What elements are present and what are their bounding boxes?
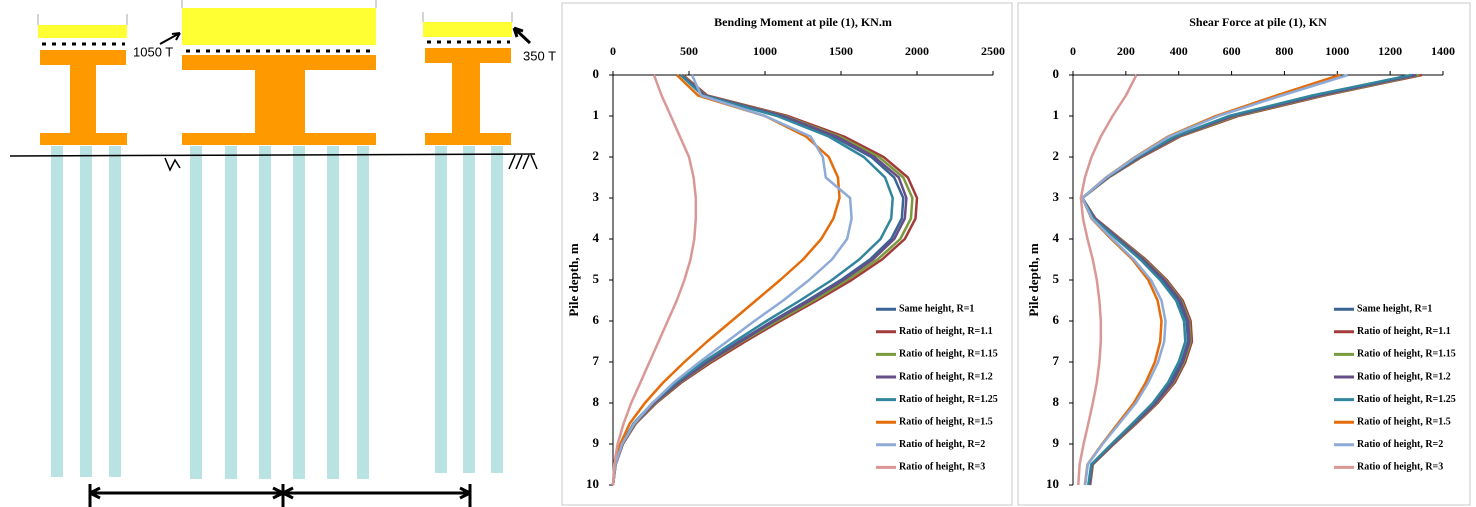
chart-title: Shear Force at pile (1), KN [1189,15,1327,29]
x-tick-label: 400 [1170,44,1188,58]
y-tick-label: 5 [593,271,600,286]
series-line [613,75,696,485]
series-line [613,75,912,485]
x-tick-label: 1000 [753,44,777,58]
load-arrow [514,28,530,43]
x-tick-label: 1000 [1325,44,1349,58]
x-tick-label: 1200 [1378,44,1402,58]
y-tick-label: 7 [1053,353,1060,368]
x-tick-label: 500 [680,44,698,58]
y-tick-label: 2 [593,148,600,163]
x-tick-label: 800 [1275,44,1293,58]
load-label: 1050 T [133,44,173,59]
piles [51,146,503,479]
x-tick-label: 1500 [829,44,853,58]
legend-label: Ratio of height, R=1.2 [899,371,993,382]
series-line [613,75,903,485]
x-tick-label: 1400 [1431,44,1455,58]
legend-label: Ratio of height, R=1.15 [899,349,998,360]
legend-label: Ratio of height, R=1.2 [1357,371,1451,382]
y-tick-label: 10 [586,476,599,491]
legend-label: Ratio of height, R=3 [899,462,985,473]
series-line [613,75,917,485]
y-tick-label: 5 [1053,271,1060,286]
y-tick-label: 8 [1053,394,1060,409]
legend-label: Ratio of height, R=2 [1357,439,1443,450]
legend-label: Ratio of height, R=1.25 [899,394,998,405]
legend-label: Ratio of height, R=1.15 [1357,349,1456,360]
y-tick-label: 3 [593,189,600,204]
legend-label: Same height, R=1 [899,303,974,314]
x-tick-label: 600 [1223,44,1241,58]
y-tick-label: 1 [593,107,600,122]
y-axis-label: Pile depth, m [566,243,581,316]
y-tick-label: 0 [593,66,600,81]
y-tick-label: 4 [1053,230,1060,245]
x-tick-label: 2000 [905,44,929,58]
dimension-line [90,484,470,507]
y-tick-label: 8 [593,394,600,409]
series-line [1082,75,1348,485]
x-tick-label: 200 [1117,44,1135,58]
series-line [613,75,840,485]
figure: 1050 T 350 T Bending Moment at pile (1),… [0,0,1476,507]
legend-label: Same height, R=1 [1357,303,1432,314]
series-line [613,75,906,485]
legend-label: Ratio of height, R=1.5 [1357,416,1451,427]
load-arrow [160,33,180,44]
series-line [1082,75,1340,485]
y-tick-label: 6 [1053,312,1060,327]
pile-caps [40,48,511,145]
legend-label: Ratio of height, R=1.1 [899,326,993,337]
pile-diagram: 1050 T 350 T [10,0,556,507]
legend-label: Ratio of height, R=3 [1357,462,1443,473]
x-tick-label: 2500 [981,44,1005,58]
y-tick-label: 4 [593,230,600,245]
load-label: 350 T [523,48,556,63]
x-tick-label: 0 [610,44,616,58]
y-tick-label: 3 [1053,189,1060,204]
y-tick-label: 10 [1046,476,1059,491]
series-line [613,75,852,485]
legend-label: Ratio of height, R=1.5 [899,416,993,427]
y-tick-label: 0 [1053,66,1060,81]
legend-label: Ratio of height, R=1.1 [1357,326,1451,337]
y-tick-label: 7 [593,353,600,368]
decks [38,8,512,45]
series-line [1078,75,1136,485]
y-tick-label: 9 [1053,435,1060,450]
chart-title: Bending Moment at pile (1), KN.m [714,15,892,29]
y-tick-label: 1 [1053,107,1060,122]
legend-label: Ratio of height, R=1.25 [1357,394,1456,405]
y-axis-label: Pile depth, m [1026,243,1041,316]
y-tick-label: 6 [593,312,600,327]
y-tick-label: 2 [1053,148,1060,163]
y-tick-label: 9 [593,435,600,450]
legend-label: Ratio of height, R=2 [899,439,985,450]
x-tick-label: 0 [1070,44,1076,58]
